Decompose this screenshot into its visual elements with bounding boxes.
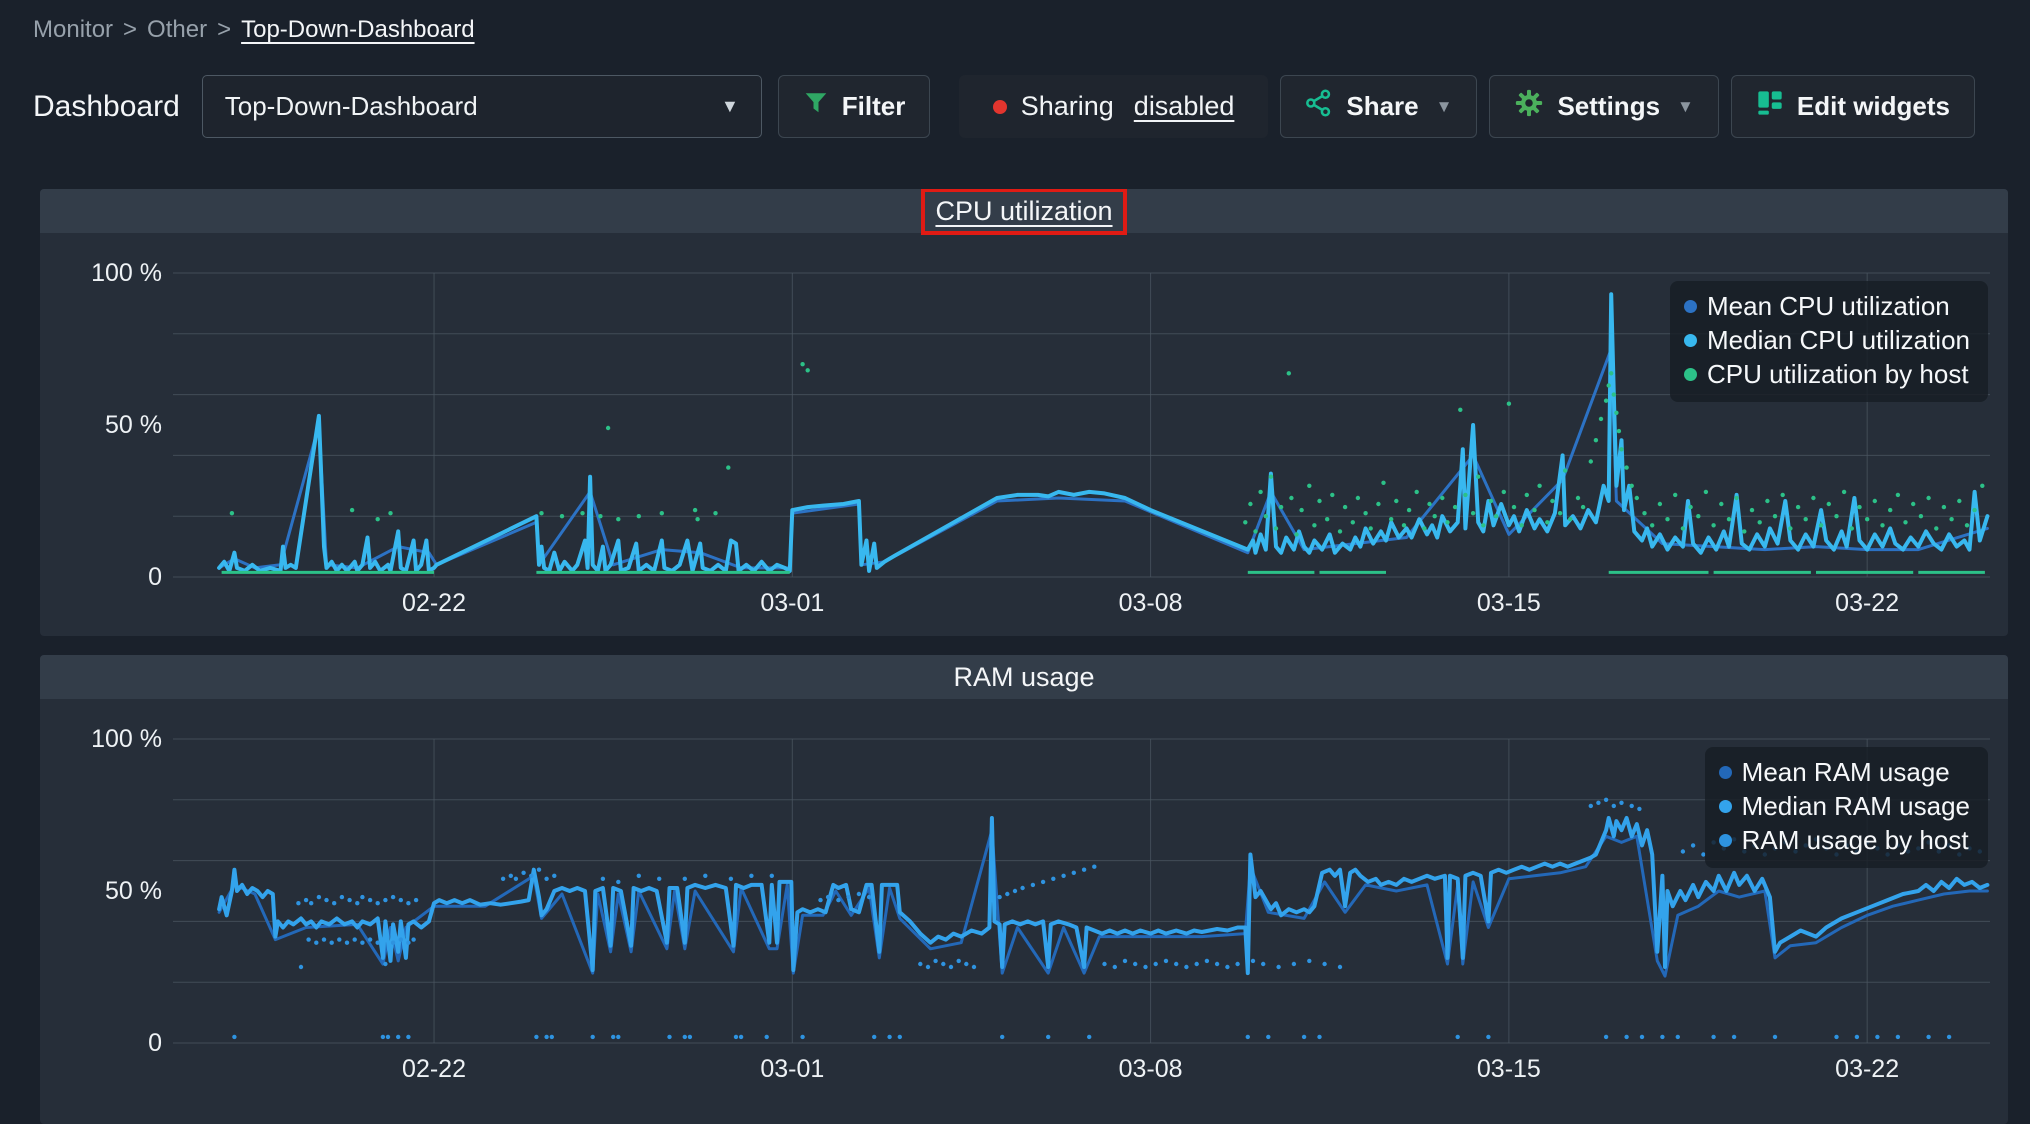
breadcrumb-separator: > bbox=[123, 16, 138, 43]
legend-item: Mean RAM usage bbox=[1718, 757, 1970, 788]
breadcrumb-current-dashboard[interactable]: Top-Down-Dashboard bbox=[241, 16, 475, 43]
ram-usage-widget: RAM usage 02-22 03-01 03-08 03-15 03-22 100 %… bbox=[40, 655, 2008, 1124]
legend-color-dot-icon bbox=[1718, 834, 1732, 847]
legend-item: CPU utilization by host bbox=[1683, 359, 1970, 390]
svg-text:0: 0 bbox=[148, 1029, 162, 1057]
filter-funnel-icon bbox=[803, 90, 829, 123]
chevron-down-icon: ▼ bbox=[720, 96, 739, 116]
svg-text:0: 0 bbox=[148, 563, 162, 591]
svg-text:02-22: 02-22 bbox=[402, 1055, 466, 1083]
breadcrumb-separator: > bbox=[217, 16, 232, 43]
sharing-label: Sharing bbox=[1020, 91, 1114, 121]
gear-icon bbox=[1514, 88, 1544, 125]
cpu-utilization-widget: CPU utilization 02-22 03-01 03-08 03-15 03-2… bbox=[40, 189, 2008, 636]
svg-text:03-22: 03-22 bbox=[1835, 589, 1899, 617]
cpu-chart: 02-22 03-01 03-08 03-15 03-22 100 % 50 % 0 bbox=[91, 259, 1990, 617]
svg-text:50 %: 50 % bbox=[105, 411, 162, 439]
breadcrumb: Monitor > Other > Top-Down-Dashboard bbox=[33, 16, 475, 44]
ram-widget-title[interactable]: RAM usage bbox=[953, 661, 1095, 692]
page-title: Dashboard bbox=[33, 89, 180, 123]
share-icon bbox=[1305, 89, 1333, 124]
legend-series-label: Mean CPU utilization bbox=[1706, 291, 1950, 321]
legend-color-dot-icon bbox=[1683, 334, 1697, 347]
legend-item: Median CPU utilization bbox=[1683, 325, 1970, 356]
sharing-status-chip: Sharing disabled bbox=[958, 75, 1269, 138]
legend-color-dot-icon bbox=[1718, 766, 1732, 779]
legend-item: Mean CPU utilization bbox=[1683, 291, 1970, 322]
sharing-status-link[interactable]: disabled bbox=[1133, 91, 1235, 121]
chevron-down-icon: ▼ bbox=[1435, 96, 1453, 116]
edit-widgets-button[interactable]: Edit widgets bbox=[1730, 75, 1975, 138]
legend-series-label: Mean RAM usage bbox=[1741, 757, 1950, 787]
cpu-chart-legend: Mean CPU utilization Median CPU utilizati… bbox=[1669, 281, 1988, 402]
legend-series-label: CPU utilization by host bbox=[1706, 359, 1969, 389]
filter-button-label: Filter bbox=[841, 91, 906, 121]
dashboard-select-value: Top-Down-Dashboard bbox=[224, 91, 478, 121]
share-button[interactable]: Share ▼ bbox=[1280, 75, 1478, 138]
share-button-label: Share bbox=[1346, 91, 1419, 121]
chevron-down-icon: ▼ bbox=[1677, 96, 1694, 116]
svg-text:100 %: 100 % bbox=[91, 259, 162, 287]
dashboard-select[interactable]: Top-Down-Dashboard ▼ bbox=[201, 75, 762, 138]
svg-text:03-22: 03-22 bbox=[1835, 1055, 1899, 1083]
settings-button[interactable]: Settings ▼ bbox=[1489, 75, 1719, 138]
legend-color-dot-icon bbox=[1683, 368, 1697, 381]
legend-item: RAM usage by host bbox=[1718, 825, 1970, 856]
legend-series-label: Median RAM usage bbox=[1741, 791, 1970, 821]
legend-series-label: RAM usage by host bbox=[1741, 825, 1969, 855]
edit-widgets-grid-icon bbox=[1756, 89, 1784, 124]
ram-chart-legend: Mean RAM usage Median RAM usage RAM usage … bbox=[1704, 747, 1988, 868]
svg-text:03-15: 03-15 bbox=[1477, 589, 1541, 617]
breadcrumb-monitor[interactable]: Monitor bbox=[33, 16, 114, 43]
toolbar: Dashboard Top-Down-Dashboard ▼ Filter Sh… bbox=[33, 75, 1975, 138]
breadcrumb-other[interactable]: Other bbox=[147, 16, 208, 43]
svg-text:50 %: 50 % bbox=[105, 877, 162, 905]
legend-item: Median RAM usage bbox=[1718, 791, 1970, 822]
legend-color-dot-icon bbox=[1718, 800, 1732, 813]
toolbar-right-group: Sharing disabled Share ▼ bbox=[958, 75, 1975, 138]
svg-text:03-08: 03-08 bbox=[1119, 1055, 1183, 1083]
ram-widget-header: RAM usage bbox=[40, 655, 2008, 699]
legend-series-label: Median CPU utilization bbox=[1706, 325, 1970, 355]
settings-button-label: Settings bbox=[1557, 91, 1661, 121]
filter-button[interactable]: Filter bbox=[777, 75, 931, 138]
svg-text:03-08: 03-08 bbox=[1119, 589, 1183, 617]
sharing-status-dot-icon bbox=[992, 99, 1007, 114]
ram-chart: 02-22 03-01 03-08 03-15 03-22 100 % 50 % 0 bbox=[91, 725, 1990, 1083]
cpu-widget-header: CPU utilization bbox=[40, 189, 2008, 235]
edit-widgets-button-label: Edit widgets bbox=[1796, 91, 1950, 121]
svg-text:03-01: 03-01 bbox=[760, 1055, 824, 1083]
ram-chart-plot: 02-22 03-01 03-08 03-15 03-22 100 % 50 % 0 Mean… bbox=[40, 699, 2008, 1124]
cpu-widget-title-link[interactable]: CPU utilization bbox=[935, 195, 1113, 226]
svg-text:03-01: 03-01 bbox=[760, 589, 824, 617]
svg-text:03-15: 03-15 bbox=[1477, 1055, 1541, 1083]
cpu-chart-plot: 02-22 03-01 03-08 03-15 03-22 100 % 50 % 0 Mean… bbox=[40, 233, 2008, 636]
svg-text:02-22: 02-22 bbox=[402, 589, 466, 617]
legend-color-dot-icon bbox=[1683, 300, 1697, 313]
svg-text:100 %: 100 % bbox=[91, 725, 162, 753]
